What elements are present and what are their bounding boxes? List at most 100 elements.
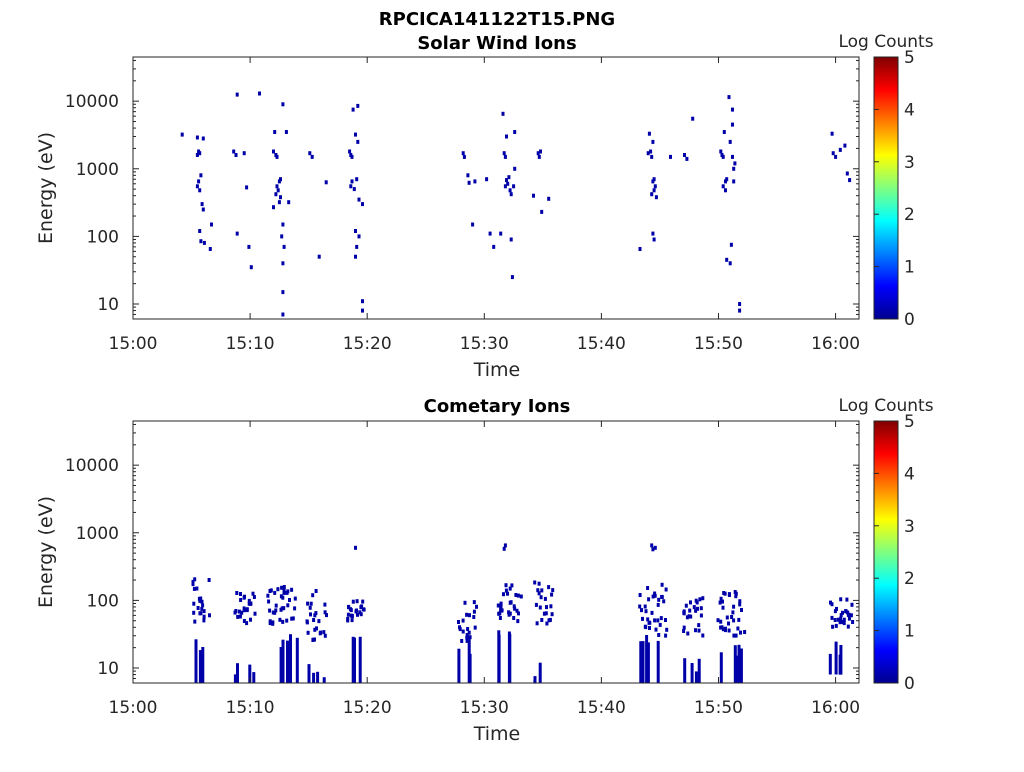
heatmap-cell (463, 600, 467, 605)
heatmap-column (194, 639, 198, 683)
heatmap-cell (664, 587, 668, 592)
heatmap-cell (643, 604, 647, 609)
heatmap-cell (660, 595, 664, 599)
heatmap-cell (461, 151, 465, 156)
heatmap-cell (845, 171, 849, 176)
solar-wind-x-ticks: 15:00 15:10 15:20 15:30 15:40 15:50 16:00 (109, 57, 860, 354)
heatmap-cell (724, 626, 727, 631)
heatmap-cell (728, 139, 732, 144)
heatmap-cell (251, 591, 255, 596)
heatmap-cell (721, 605, 725, 610)
heatmap-cell (536, 151, 540, 156)
heatmap-column (307, 664, 311, 683)
colorbar-tick-label: 4 (904, 100, 915, 120)
heatmap-cell (691, 116, 695, 121)
x-tick-label: 15:10 (226, 698, 275, 718)
heatmap-cell (361, 308, 364, 313)
heatmap-column (690, 663, 694, 683)
heatmap-cell (239, 598, 243, 602)
heatmap-column (645, 635, 649, 683)
heatmap-cell (547, 585, 551, 590)
heatmap-cell (466, 173, 470, 178)
heatmap-cell (833, 609, 837, 614)
heatmap-cell (537, 154, 541, 159)
heatmap-cell (322, 630, 326, 635)
heatmap-cell (651, 139, 655, 144)
heatmap-cell (235, 591, 239, 595)
heatmap-column (457, 648, 461, 683)
heatmap-cell (240, 610, 244, 615)
heatmap-cell (252, 595, 256, 599)
heatmap-cell (202, 614, 206, 619)
heatmap-cell (845, 597, 849, 602)
heatmap-cell (502, 151, 506, 156)
heatmap-cell (538, 605, 542, 610)
heatmap-cell (641, 616, 644, 621)
heatmap-cell (514, 593, 518, 597)
heatmap-cell (284, 130, 288, 134)
heatmap-cell (503, 154, 507, 159)
heatmap-cell (237, 609, 241, 614)
heatmap-cell (654, 627, 658, 632)
x-tick-label: 15:20 (343, 334, 392, 354)
x-tick-label: 15:50 (694, 698, 743, 718)
heatmap-cell (835, 606, 838, 611)
heatmap-cell (202, 240, 206, 245)
heatmap-cell (473, 179, 477, 184)
heatmap-cell (537, 581, 541, 586)
heatmap-column (353, 637, 356, 683)
heatmap-cell (355, 599, 359, 604)
heatmap-cell (651, 231, 655, 236)
heatmap-cell (638, 604, 642, 609)
heatmap-cell (683, 153, 686, 157)
heatmap-cell (646, 586, 650, 590)
heatmap-cell (350, 614, 354, 618)
x-tick-label: 16:00 (811, 334, 860, 354)
cometary-axes-frame (132, 420, 860, 684)
colorbar-tick-label: 3 (904, 517, 915, 537)
heatmap-cell (831, 624, 835, 629)
colorbar-tick-label: 2 (904, 569, 915, 589)
heatmap-cell (282, 590, 286, 595)
heatmap-cell (314, 589, 318, 593)
heatmap-column (639, 641, 643, 683)
colorbar-label-bottom: Log Counts (838, 396, 933, 416)
heatmap-cell (833, 618, 837, 622)
heatmap-column (828, 653, 832, 675)
colorbar-tick-label: 3 (904, 153, 915, 173)
heatmap-cell (737, 617, 741, 622)
heatmap-cell (285, 590, 289, 595)
heatmap-column (201, 647, 205, 683)
heatmap-cell (842, 621, 846, 626)
heatmap-cell (198, 188, 202, 193)
heatmap-cell (718, 600, 722, 605)
heatmap-cell (846, 624, 850, 629)
heatmap-cell (291, 616, 295, 621)
heatmap-cell (467, 180, 471, 185)
heatmap-cell (315, 626, 318, 631)
heatmap-cell (539, 149, 542, 154)
heatmap-cell (653, 593, 657, 598)
x-tick-label: 15:00 (109, 698, 158, 718)
heatmap-cell (508, 188, 512, 193)
heatmap-cell (290, 616, 294, 621)
heatmap-cell (208, 613, 211, 618)
heatmap-cell (719, 149, 723, 154)
heatmap-cell (654, 195, 658, 200)
heatmap-cell (512, 616, 516, 620)
heatmap-cell (274, 192, 278, 197)
heatmap-cell (245, 607, 249, 612)
heatmap-cell (317, 254, 321, 259)
x-tick-label: 15:40 (577, 334, 626, 354)
heatmap-cell (504, 583, 508, 588)
heatmap-cell (282, 588, 286, 593)
heatmap-column (683, 658, 687, 683)
heatmap-cell (664, 618, 667, 622)
heatmap-cell (280, 585, 284, 590)
heatmap-cell (694, 598, 698, 603)
heatmap-cell (732, 633, 736, 638)
panel-title-solar-wind: Solar Wind Ions (417, 33, 576, 54)
heatmap-cell (361, 202, 364, 207)
heatmap-column (646, 642, 650, 683)
